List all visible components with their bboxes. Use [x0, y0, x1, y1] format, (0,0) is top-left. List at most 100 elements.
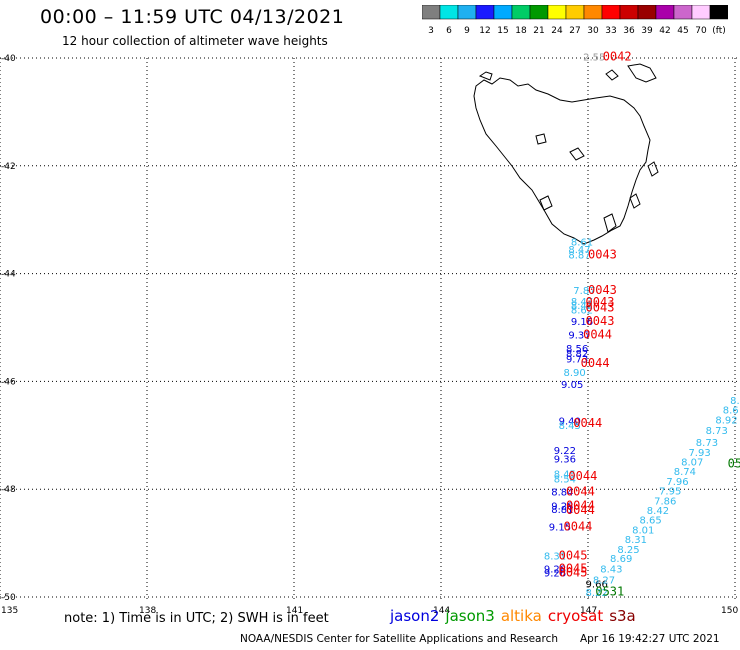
swh-value: 8.31: [544, 551, 566, 562]
bruny-island: [603, 213, 617, 233]
map-subtitle: 12 hour collection of altimeter wave hei…: [62, 34, 328, 48]
swh-value: 9.16: [571, 317, 593, 328]
scale-label: 9: [464, 26, 470, 36]
lat-label: -44: [1, 270, 16, 280]
swh-value: 9.15: [549, 523, 571, 534]
time-label: 0044: [564, 520, 593, 534]
axis-labels: -40 -42 -44 -46 -48 -50 135 138 141 144 147 150: [1, 54, 738, 616]
scale-label: 42: [659, 26, 670, 36]
swh-value: 7.93: [688, 448, 710, 459]
swh-value: 8.31: [625, 535, 647, 546]
swh-value: 9.73: [566, 355, 588, 366]
lon-label: 150: [721, 606, 738, 616]
swh-value: 8.56: [566, 344, 588, 355]
swh-value: 8.69: [610, 554, 632, 565]
lat-label: -46: [1, 377, 16, 387]
time-label: 0044: [566, 485, 595, 499]
swh-value: 8.: [730, 396, 740, 407]
time-label: 0044: [566, 503, 595, 517]
swh-value: 7.96: [666, 477, 688, 488]
lon-label: 141: [286, 606, 303, 616]
time-label: 053: [728, 457, 740, 471]
swh-value: 7.87: [573, 286, 595, 297]
scale-label: 24: [551, 26, 563, 36]
satellite-legend: jason2 jason3 altika cryosat s3a: [390, 607, 642, 625]
scale-label: 33: [605, 26, 616, 36]
swh-value: 8.42: [571, 301, 593, 312]
time-label: 0043: [588, 248, 617, 262]
legend-altika: altika: [500, 607, 542, 625]
lat-label: -48: [1, 485, 16, 495]
color-scale: 3 6 9 12 15 18 21 24 27 30 33 36 39 42 45 70 (ft): [422, 5, 728, 36]
time-label: 0044: [583, 327, 612, 341]
legend-jason3: jason3: [445, 607, 495, 625]
swh-value: 8.74: [674, 467, 696, 478]
swh-value: 8.45: [554, 469, 576, 480]
scale-label: 45: [677, 26, 688, 36]
swh-value: 8.82: [566, 349, 588, 360]
scale-label: (ft): [712, 26, 726, 36]
lat-label: -50: [1, 593, 16, 603]
swh-value: 8.01: [632, 525, 654, 536]
scale-label: 18: [515, 26, 527, 36]
swh-value: 8.54: [554, 475, 576, 486]
swh-value: 9.05: [561, 380, 583, 391]
time-label: 0044: [568, 469, 597, 483]
scale-label: 3: [428, 26, 434, 36]
lon-label: 135: [1, 606, 18, 616]
island-northeast: [605, 69, 619, 81]
credit-text: NOAA/NESDIS Center for Satellite Applica…: [240, 633, 558, 645]
tasmania-coastline: [473, 77, 651, 245]
lon-label: 144: [433, 606, 450, 616]
swh-value: 8.6: [723, 406, 739, 417]
swh-value: 8.42: [647, 506, 669, 517]
swh-value: 9.22: [554, 446, 576, 457]
time-label: 0043: [586, 300, 615, 314]
legend-s3a: s3a: [609, 607, 636, 625]
swh-value: 9.37: [568, 330, 590, 341]
swh-value: 8.22: [586, 588, 608, 599]
maria-island: [629, 193, 641, 209]
island-east: [647, 161, 659, 177]
lat-label: -42: [1, 162, 16, 172]
scale-label: 6: [446, 26, 452, 36]
flinders-island: [627, 63, 657, 83]
swh-value: 8.47: [571, 297, 593, 308]
timestamp-text: Apr 16 19:42:27 UTC 2021: [580, 633, 720, 645]
time-label: 0043: [586, 295, 615, 309]
swh-value: 9.40: [559, 417, 581, 428]
time-label: 0043: [588, 283, 617, 297]
lat-label: -40: [1, 54, 16, 64]
swh-value: 8.65: [639, 516, 661, 527]
lake-2: [535, 133, 547, 145]
legend-jason2: jason2: [390, 607, 440, 625]
scale-label: 30: [587, 26, 599, 36]
swh-value: 8.27: [593, 576, 615, 587]
swh-value: 7.86: [654, 496, 676, 507]
time-label: 0045: [559, 562, 588, 576]
swh-value: 8.87: [568, 251, 590, 262]
swh-value: 8.45: [559, 421, 581, 432]
swh-value: 8.25: [617, 545, 639, 556]
swh-value: 8.61: [571, 238, 593, 249]
swh-value: 7.95: [659, 487, 681, 498]
swh-value: 9.26: [544, 569, 566, 580]
swh-value: 8.62: [571, 305, 593, 316]
swh-value: 8.84: [551, 488, 573, 499]
time-label: 0531: [595, 584, 624, 598]
swh-value: 8.07: [681, 457, 703, 468]
time-label: 0045: [559, 566, 588, 580]
swh-value: 8.73: [706, 426, 728, 437]
time-label: 0044: [573, 416, 602, 430]
swh-value: 8.81: [551, 505, 573, 516]
scale-label: 70: [695, 26, 707, 36]
units-note: note: 1) Time is in UTC; 2) SWH is in fe…: [64, 611, 329, 626]
scale-label: 21: [533, 26, 544, 36]
scale-label: 39: [641, 26, 653, 36]
swh-value: 9.28: [551, 502, 573, 513]
island-southwest: [539, 195, 553, 211]
swh-value: 9.66: [586, 579, 608, 590]
time-label: 0045: [559, 548, 588, 562]
time-label: 0042: [603, 50, 632, 64]
